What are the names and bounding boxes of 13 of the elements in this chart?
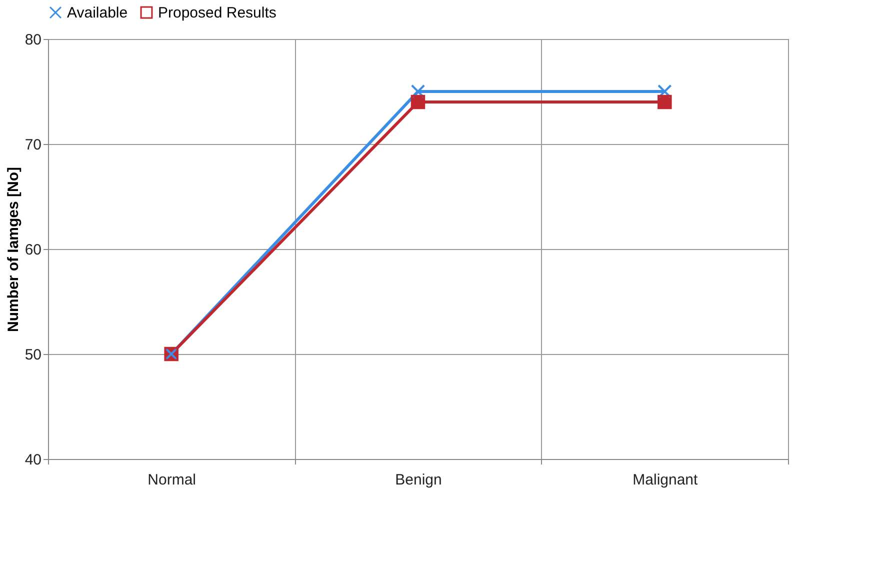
y-tick-label: 80 — [24, 32, 42, 48]
x-tick-label: Malignant — [632, 472, 699, 488]
point — [410, 84, 426, 99]
x-tick-label: Normal — [148, 472, 196, 488]
y-tick-label: 40 — [24, 452, 42, 468]
legend-label: Available — [67, 4, 128, 22]
y-axis-title: Number of Iamges [No] — [4, 166, 22, 332]
legend-label: Proposed Results — [158, 4, 276, 22]
y-tick-label: 50 — [24, 346, 42, 364]
y-tick-label: 60 — [24, 242, 42, 258]
y-tick-label: 70 — [24, 136, 42, 154]
point — [658, 84, 672, 99]
x-tick-label: Benign — [395, 472, 442, 488]
